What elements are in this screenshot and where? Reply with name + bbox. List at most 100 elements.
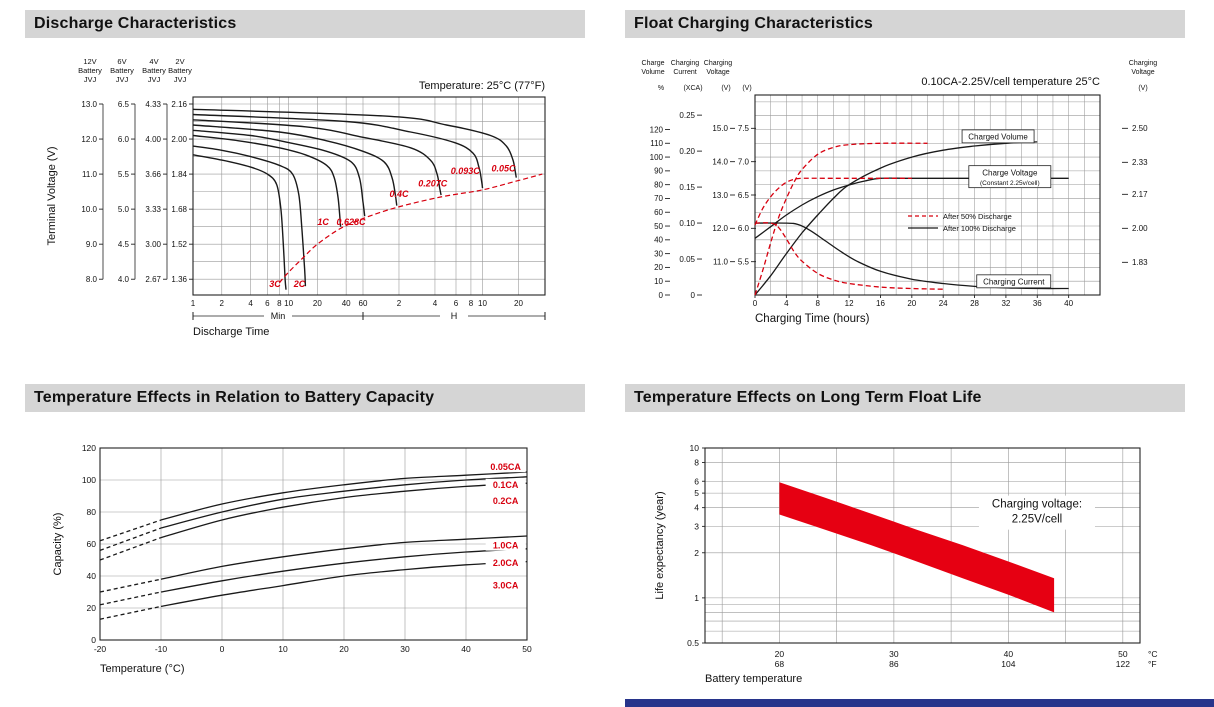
svg-text:20: 20 [313,299,322,308]
svg-text:1.68: 1.68 [171,205,187,214]
svg-text:15.0: 15.0 [712,124,728,133]
svg-text:°F: °F [1148,659,1157,669]
svg-text:6.5: 6.5 [738,191,750,200]
svg-text:12.0: 12.0 [81,135,97,144]
svg-text:1.84: 1.84 [171,170,187,179]
svg-text:0: 0 [91,635,96,645]
svg-text:20: 20 [775,649,785,659]
svg-text:Battery: Battery [110,66,134,75]
svg-text:Min: Min [271,311,286,321]
float-charging-section-title: Float Charging Characteristics [634,15,873,32]
svg-text:3C: 3C [269,279,281,289]
svg-text:0.1CA: 0.1CA [493,480,519,490]
svg-text:5: 5 [694,488,699,498]
svg-text:24: 24 [939,299,948,308]
svg-text:2.0CA: 2.0CA [493,558,519,568]
svg-text:8: 8 [277,299,282,308]
svg-text:JVJ: JVJ [116,75,129,84]
svg-text:Charging Time (hours): Charging Time (hours) [755,313,870,325]
svg-text:0: 0 [659,291,664,300]
svg-text:60: 60 [87,539,97,549]
svg-text:20: 20 [514,299,523,308]
float-life-chart-container: 10 8 6 5 4 3 2 1 0.5 20 68 30 86 40 104 50 122 °C °F Chargi… [625,420,1210,700]
svg-text:11.0: 11.0 [82,170,98,179]
svg-text:JVJ: JVJ [84,75,97,84]
svg-text:13.0: 13.0 [81,100,97,109]
svg-text:(V): (V) [742,85,751,92]
svg-text:20: 20 [339,644,349,654]
svg-text:80: 80 [87,507,97,517]
svg-text:2.00: 2.00 [1132,224,1148,233]
svg-text:After 50% Discharge: After 50% Discharge [943,212,1012,221]
svg-text:60: 60 [359,299,368,308]
svg-text:2: 2 [694,548,699,558]
svg-text:0.10CA-2.25V/cell temperature: 0.10CA-2.25V/cell temperature 25°C [921,76,1100,88]
svg-text:0.15: 0.15 [679,183,695,192]
svg-text:-10: -10 [155,644,168,654]
svg-text:2.50: 2.50 [1132,124,1148,133]
svg-text:2.33: 2.33 [1132,158,1148,167]
svg-text:4.5: 4.5 [118,240,130,249]
svg-text:Life expectancy (year): Life expectancy (year) [654,491,666,599]
discharge-section-header: Discharge Characteristics [25,10,585,38]
svg-text:2.17: 2.17 [1132,190,1148,199]
svg-text:28: 28 [970,299,979,308]
svg-text:11.0: 11.0 [713,257,729,266]
svg-text:16: 16 [876,299,885,308]
svg-text:Temperature (°C): Temperature (°C) [100,663,184,675]
svg-text:Temperature: 25°C (77°F): Temperature: 25°C (77°F) [419,80,545,92]
svg-text:Charging: Charging [1129,60,1158,67]
svg-text:40: 40 [654,236,663,245]
svg-text:40: 40 [87,571,97,581]
capacity-chart-container: -20 -10 0 10 20 30 40 50 0 20 40 60 80 100 120 0.05CA 0.… [25,420,610,700]
svg-text:2.67: 2.67 [145,275,161,284]
capacity-temperature-chart: -20 -10 0 10 20 30 40 50 0 20 40 60 80 100 120 0.05CA 0.… [52,443,532,675]
svg-text:Capacity (%): Capacity (%) [52,513,64,576]
svg-text:0: 0 [220,644,225,654]
discharge-chart-container: 1 2 4 6 8 10 20 40 60 2 4 6 8 10 20 Min H Discharge Time T… [25,45,610,375]
svg-text:0.05: 0.05 [679,255,695,264]
svg-text:4V: 4V [149,57,158,66]
svg-text:1.83: 1.83 [1132,258,1148,267]
svg-text:20: 20 [87,603,97,613]
svg-text:50: 50 [654,222,663,231]
float-life-section-title: Temperature Effects on Long Term Float L… [634,389,982,406]
svg-text:20: 20 [654,263,663,272]
svg-text:3.33: 3.33 [145,205,161,214]
footer-accent-bar [625,699,1214,707]
svg-text:2.00: 2.00 [171,135,187,144]
svg-text:Charge Voltage: Charge Voltage [982,169,1038,178]
svg-text:40: 40 [342,299,351,308]
svg-text:4.33: 4.33 [145,100,161,109]
svg-text:110: 110 [650,139,663,148]
svg-text:2C: 2C [293,279,306,289]
svg-text:104: 104 [1001,659,1015,669]
svg-text:4.00: 4.00 [145,135,161,144]
svg-text:0: 0 [691,291,696,300]
svg-text:10: 10 [654,277,663,286]
float-charging-section-header: Float Charging Characteristics [625,10,1185,38]
svg-text:122: 122 [1116,659,1130,669]
svg-text:(V): (V) [721,85,730,92]
svg-text:12: 12 [845,299,854,308]
svg-text:86: 86 [889,659,899,669]
svg-text:12V: 12V [83,57,96,66]
svg-text:H: H [451,311,458,321]
svg-text:7.0: 7.0 [738,157,750,166]
svg-text:Battery: Battery [168,66,192,75]
svg-text:10: 10 [478,299,487,308]
svg-text:10: 10 [690,443,700,453]
svg-text:20: 20 [907,299,916,308]
svg-text:Discharge Time: Discharge Time [193,326,269,338]
svg-text:8: 8 [469,299,474,308]
svg-text:(XCA): (XCA) [683,85,702,92]
svg-text:(V): (V) [1138,85,1147,92]
svg-text:Battery: Battery [78,66,102,75]
float-life-chart: 1086543210.5206830864010450122°C°FChargi… [654,443,1158,685]
svg-text:14.0: 14.0 [712,157,728,166]
svg-text:9.0: 9.0 [86,240,98,249]
svg-text:Terminal Voltage (V): Terminal Voltage (V) [46,146,58,245]
svg-text:100: 100 [650,153,664,162]
svg-text:-20: -20 [94,644,107,654]
